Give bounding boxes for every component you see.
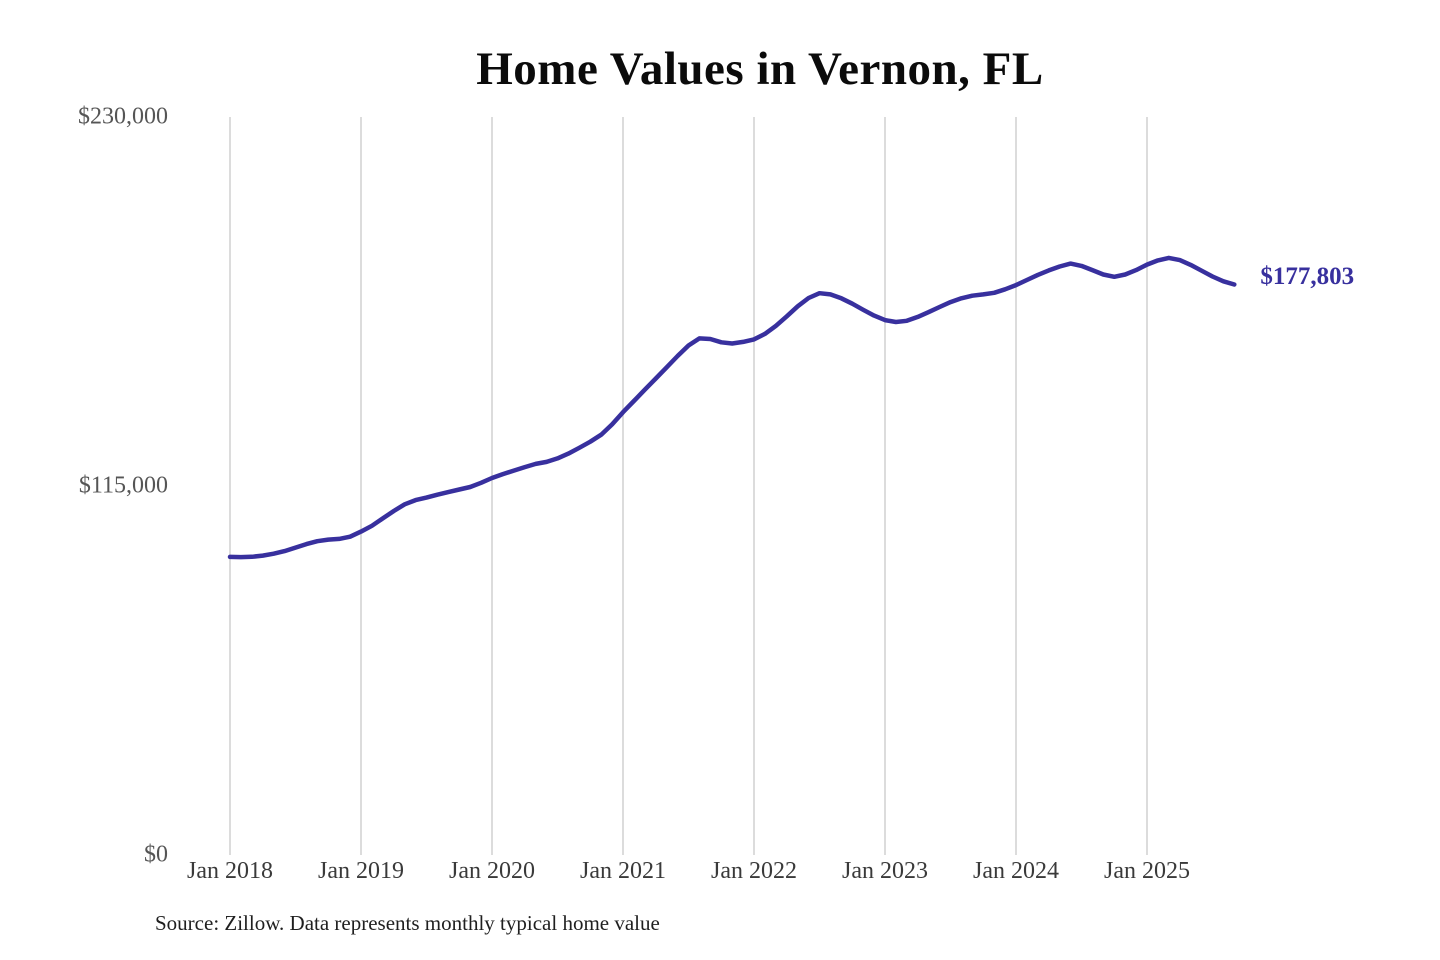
latest-value-label: $177,803 (1260, 263, 1355, 291)
year-gridlines (229, 117, 1148, 855)
x-tick-label: Jan 2019 (318, 858, 404, 884)
x-tick-label: Jan 2024 (973, 858, 1059, 884)
x-tick-label: Jan 2021 (580, 858, 666, 884)
x-tick-label: Jan 2023 (842, 858, 928, 884)
y-tick-label: $115,000 (78, 472, 168, 499)
x-tick-label: Jan 2020 (449, 858, 535, 884)
chart-title: Home Values in Vernon, FL (476, 43, 1044, 95)
y-tick-label: $0 (144, 841, 168, 868)
source-note: Source: Zillow. Data represents monthly … (155, 911, 660, 935)
x-tick-label: Jan 2025 (1104, 858, 1190, 884)
y-tick-label: $230,000 (78, 103, 168, 130)
home-value-line (227, 255, 1237, 560)
x-tick-label: Jan 2018 (187, 858, 273, 884)
x-tick-label: Jan 2022 (711, 858, 797, 884)
